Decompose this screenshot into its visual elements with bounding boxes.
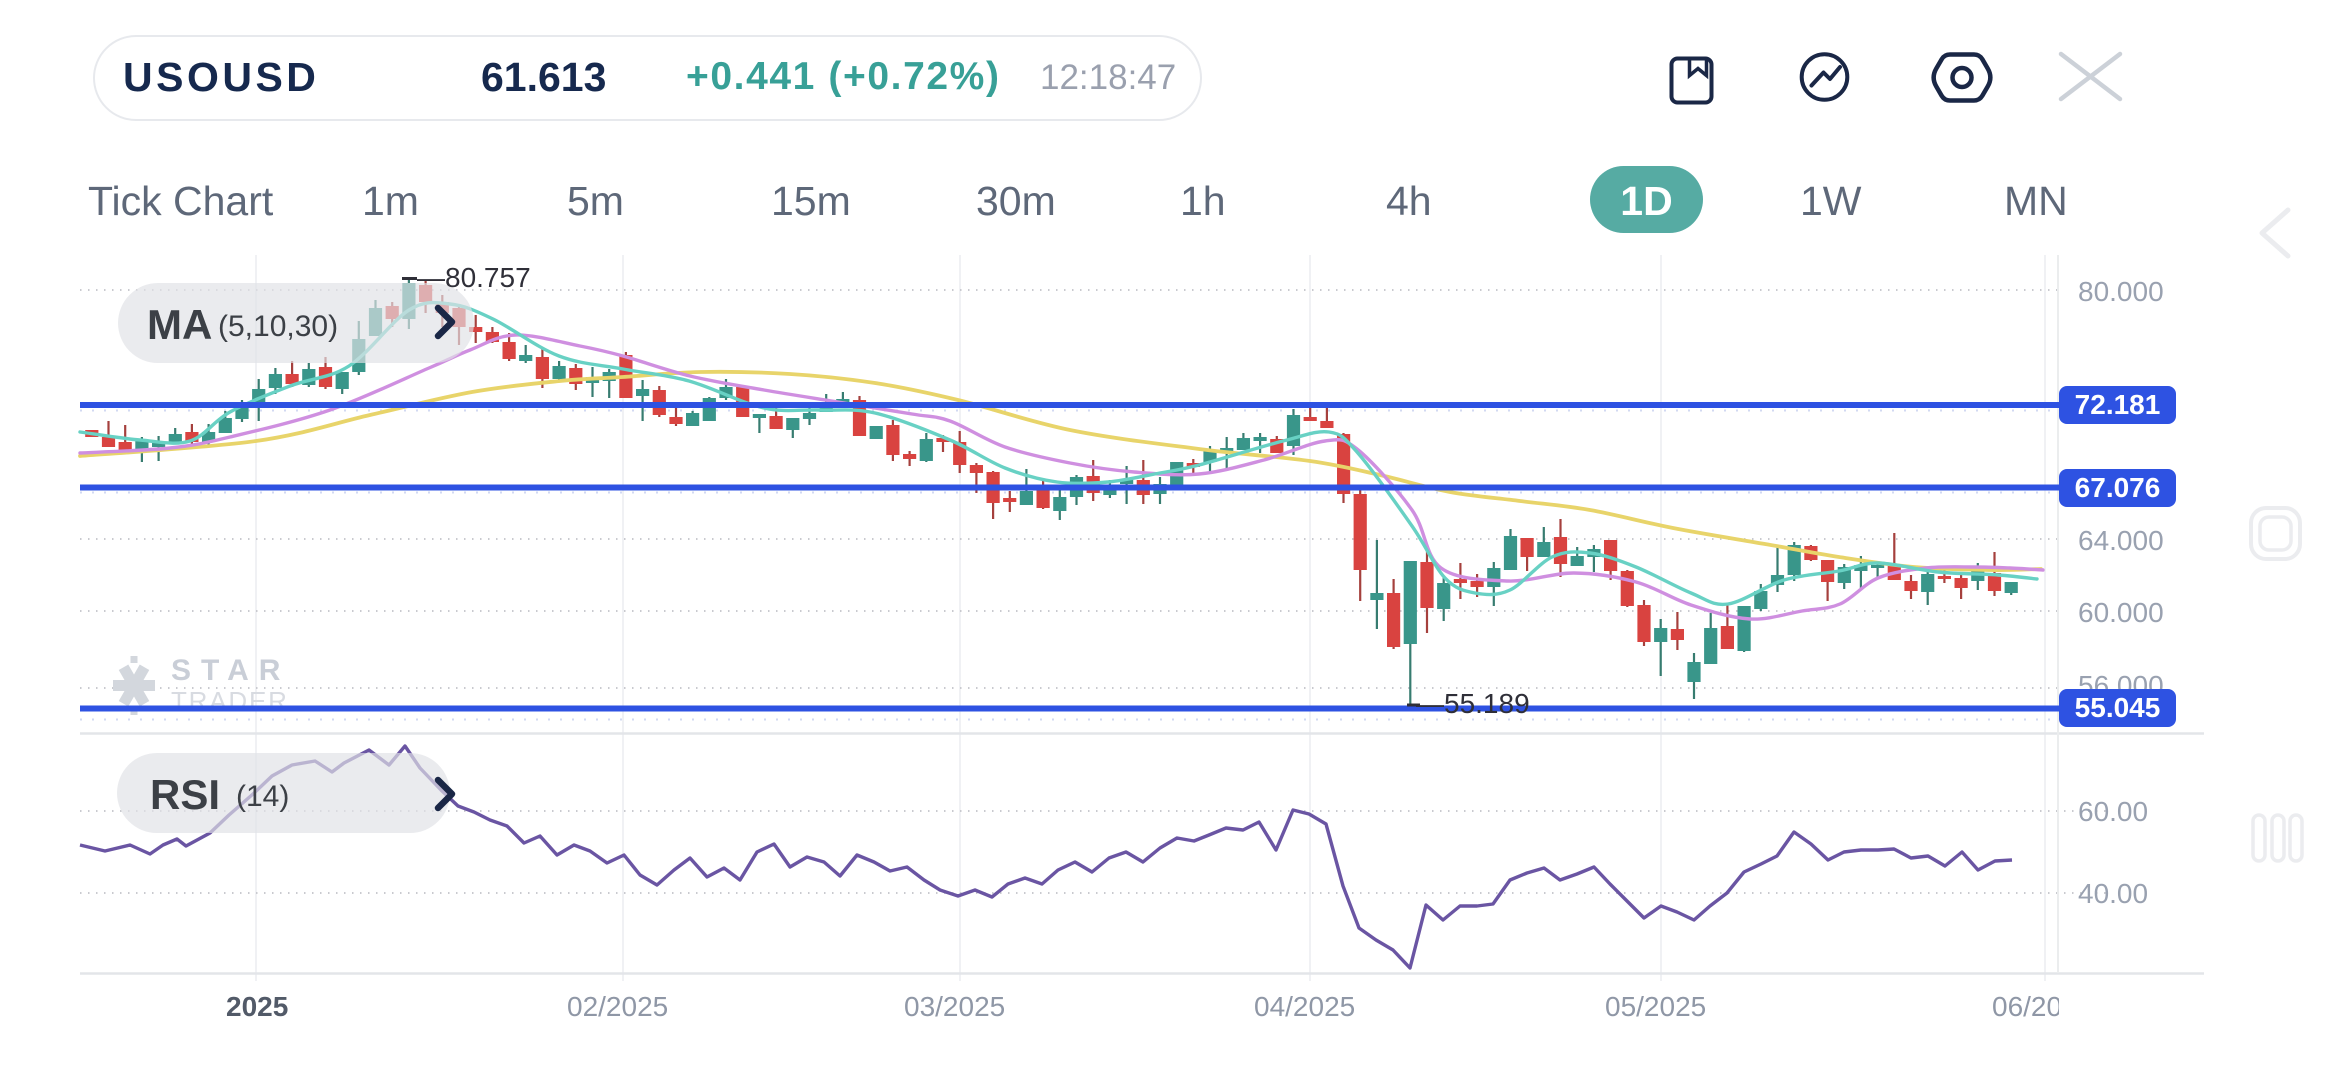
svg-text:STAR: STAR xyxy=(171,654,290,687)
